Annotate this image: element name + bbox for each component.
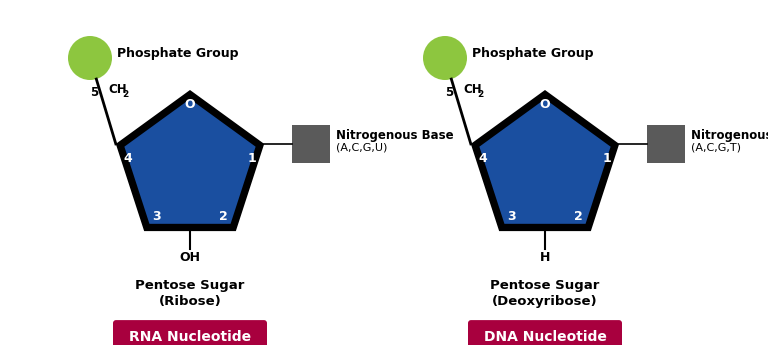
Text: CH: CH [463,83,482,96]
Text: 4: 4 [478,152,488,165]
Text: (Deoxyribose): (Deoxyribose) [492,295,598,308]
Text: 3: 3 [152,210,161,223]
Text: 4: 4 [124,152,133,165]
Polygon shape [116,90,264,231]
Text: (Ribose): (Ribose) [159,295,221,308]
Circle shape [68,36,112,80]
Text: Phosphate Group: Phosphate Group [472,48,594,60]
Text: Pentose Sugar: Pentose Sugar [135,279,245,292]
Text: 2: 2 [574,210,583,223]
Polygon shape [471,90,619,231]
FancyBboxPatch shape [113,320,267,345]
Text: 2: 2 [477,90,483,99]
Text: O: O [184,98,195,111]
Polygon shape [124,99,256,224]
Text: CH: CH [108,83,127,96]
FancyBboxPatch shape [647,125,685,163]
Text: H: H [540,251,550,264]
Text: (A,C,G,T): (A,C,G,T) [691,143,741,153]
Text: 1: 1 [247,152,257,165]
Text: Nitrogenous Base: Nitrogenous Base [336,129,454,142]
Text: O: O [540,98,551,111]
Text: (A,C,G,U): (A,C,G,U) [336,143,388,153]
Polygon shape [479,99,611,224]
Circle shape [423,36,467,80]
Text: Phosphate Group: Phosphate Group [117,48,239,60]
Text: 5: 5 [445,86,453,99]
Text: Pentose Sugar: Pentose Sugar [490,279,600,292]
FancyBboxPatch shape [292,125,330,163]
Text: Nitrogenous Base: Nitrogenous Base [691,129,768,142]
FancyBboxPatch shape [468,320,622,345]
Text: 1: 1 [602,152,611,165]
Text: RNA Nucleotide: RNA Nucleotide [129,330,251,344]
Text: 2: 2 [219,210,228,223]
Text: 2: 2 [122,90,128,99]
Text: 3: 3 [507,210,516,223]
Text: OH: OH [180,251,200,264]
Text: DNA Nucleotide: DNA Nucleotide [484,330,607,344]
Text: 5: 5 [90,86,98,99]
